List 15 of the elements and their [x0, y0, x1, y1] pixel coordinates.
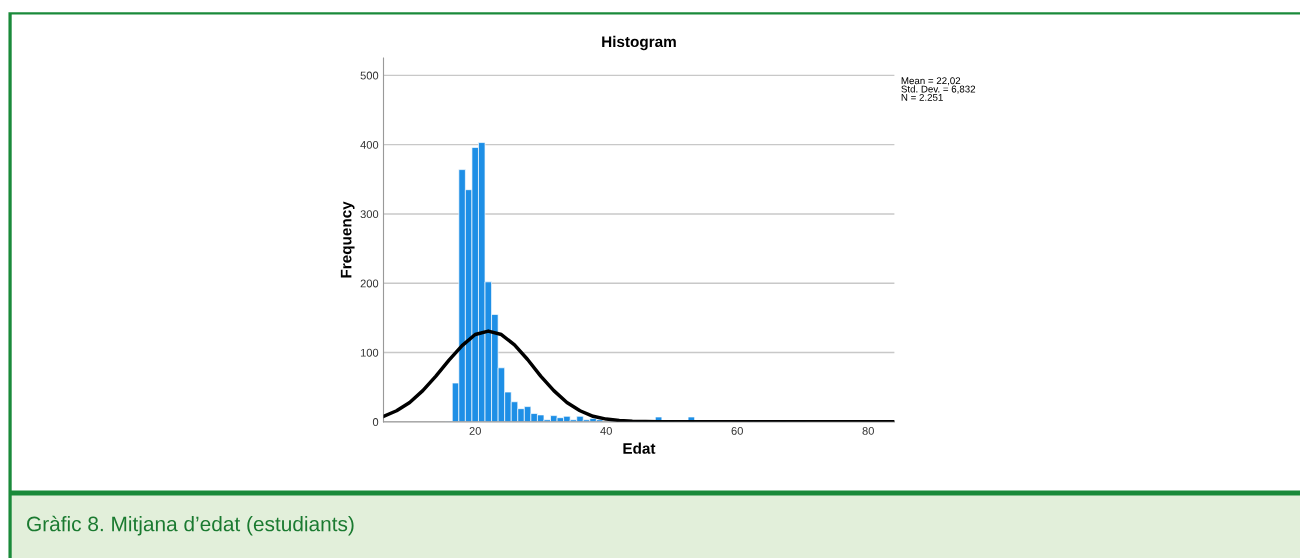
y-tick-label: 0	[372, 418, 379, 426]
y-tick-label: 300	[360, 210, 379, 219]
y-tick-label: 500	[360, 71, 379, 80]
x-tick-label: 80	[862, 427, 874, 435]
text: Gràfic 8. Mitjana d’edat (estudiants)	[27, 515, 354, 536]
y-tick-label: 200	[360, 279, 379, 288]
y-tick-label: 100	[360, 348, 379, 357]
chart-title: Histogram	[602, 35, 676, 51]
x-tick-label: 60	[731, 427, 743, 435]
x-axis-title: Edat	[623, 442, 656, 454]
x-tick-label: 40	[600, 427, 612, 435]
text: Mean = 22,02 Std. Dev. = 6,832 N = 2.251	[901, 77, 976, 101]
x-tick-label: 20	[469, 427, 481, 435]
y-axis-title: Frequency	[340, 201, 355, 278]
y-tick-label: 400	[360, 140, 379, 149]
